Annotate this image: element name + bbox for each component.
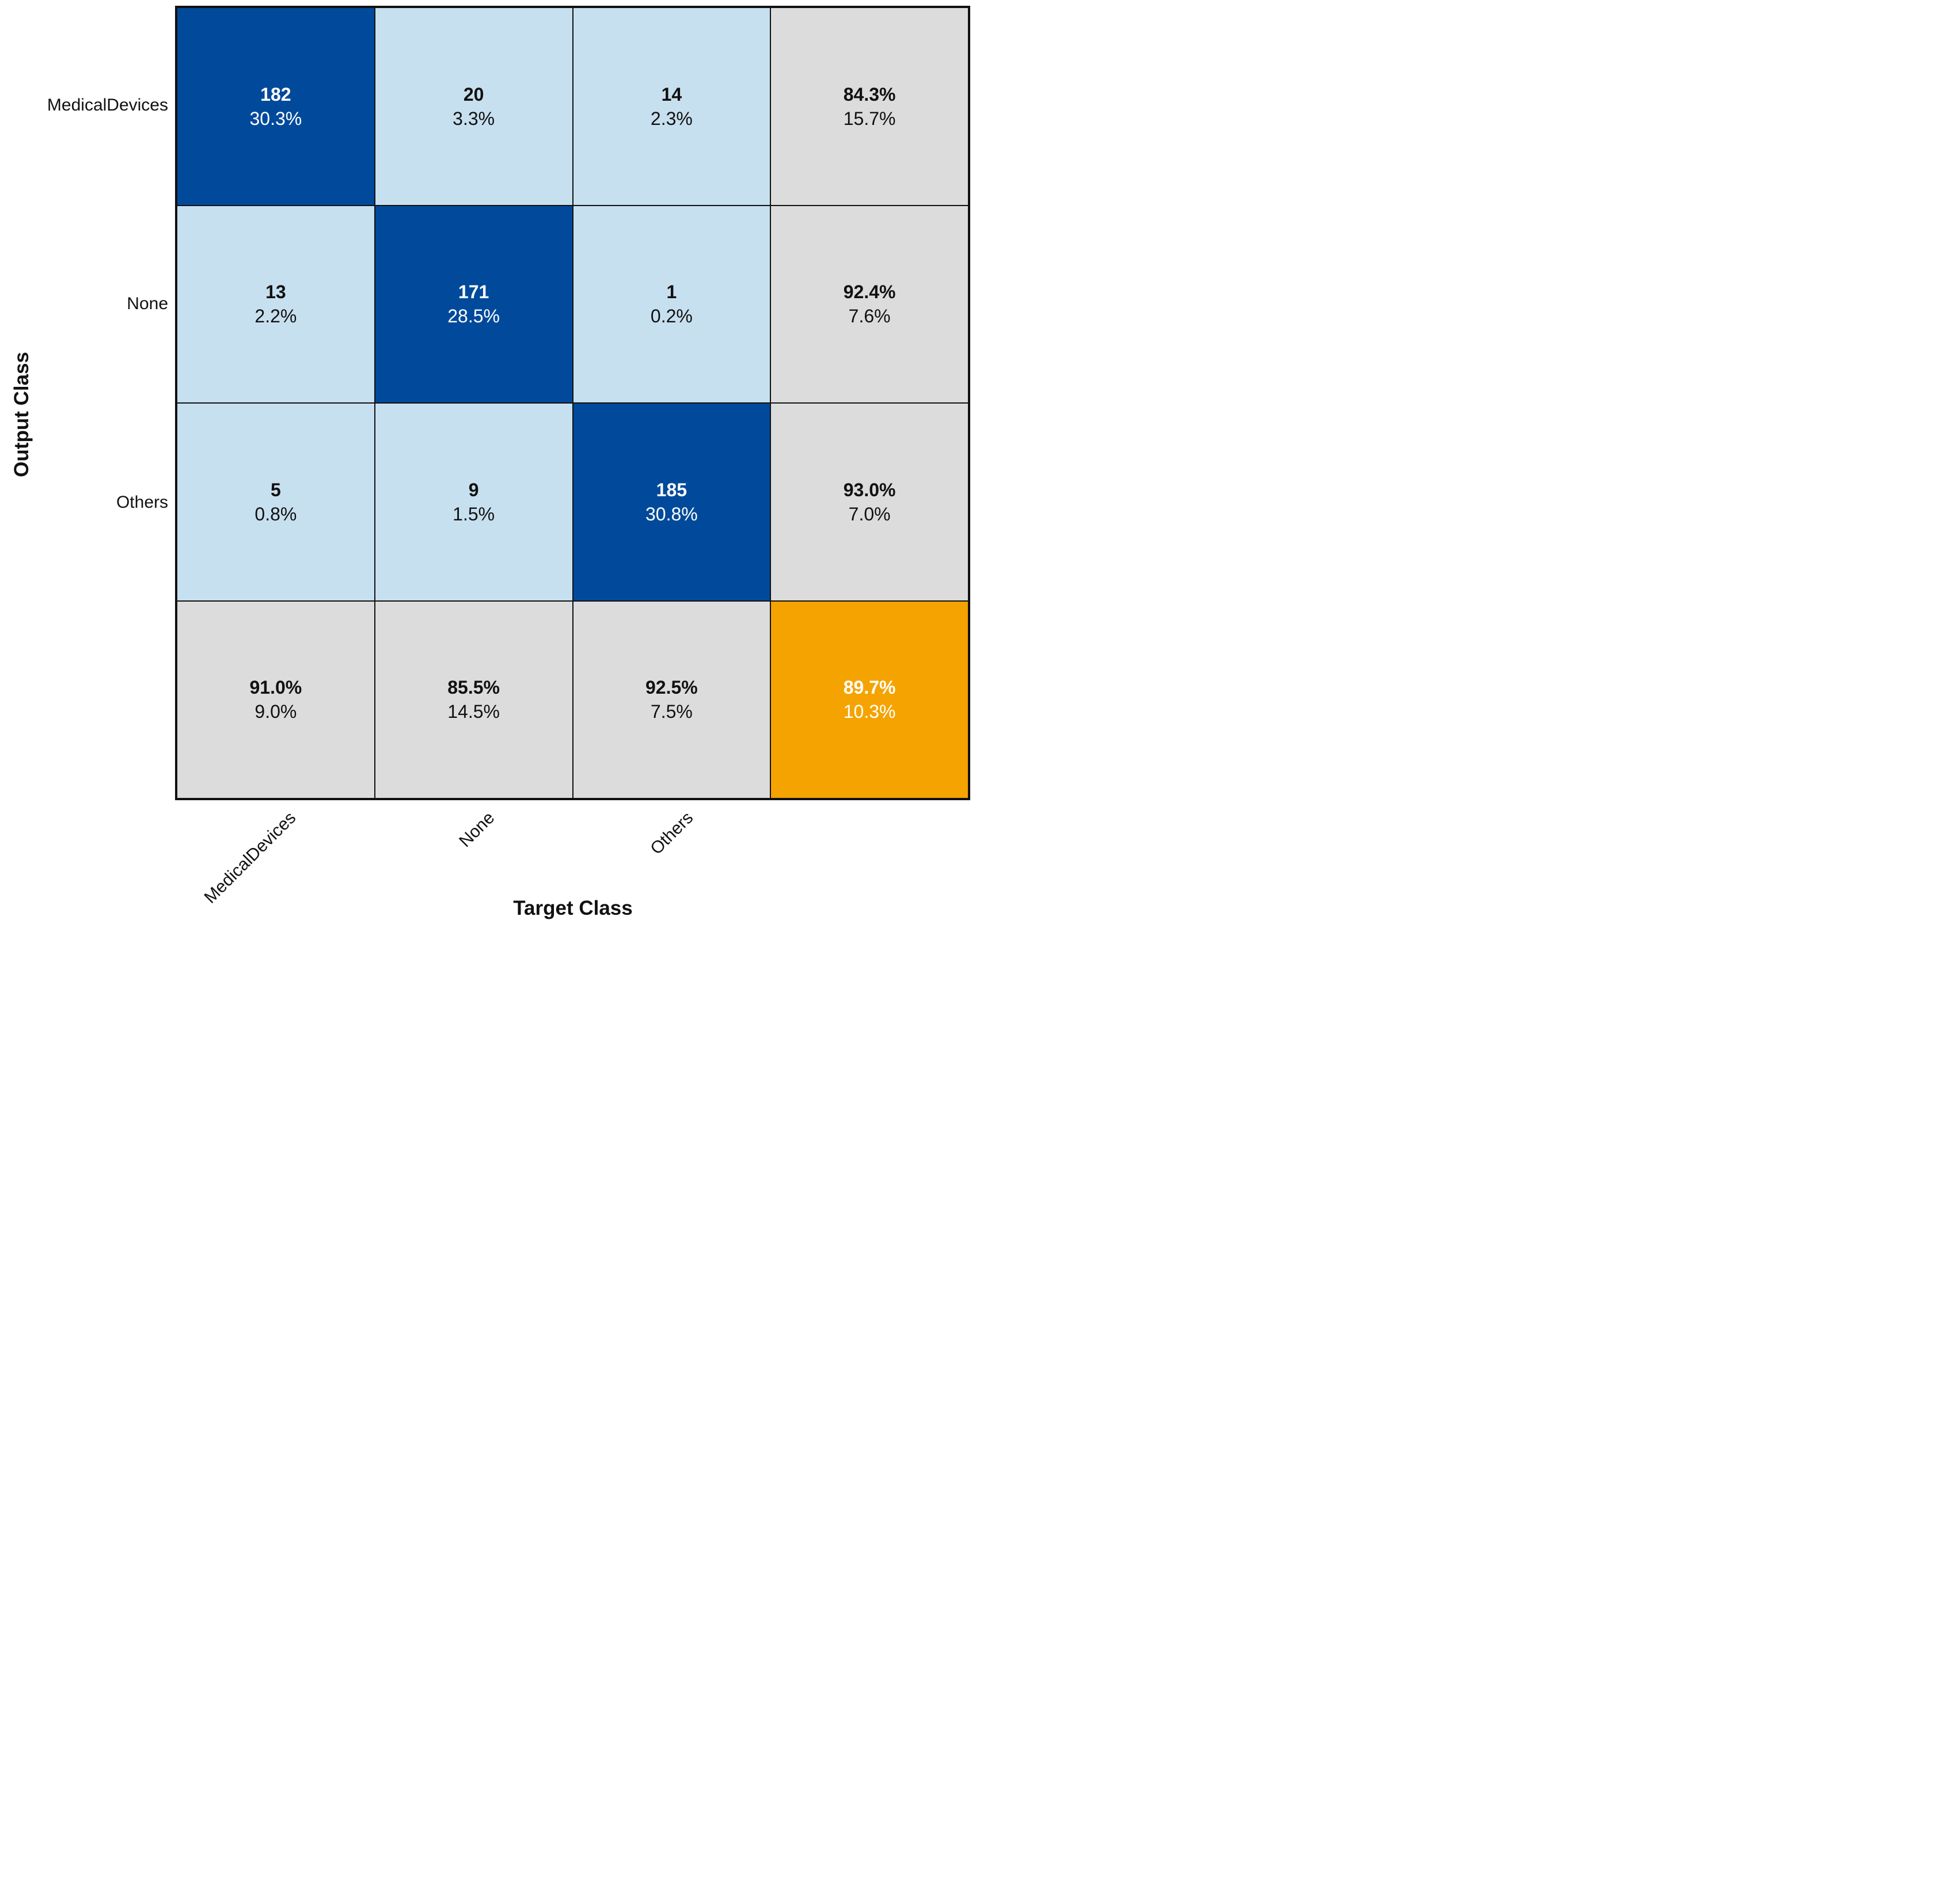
- matrix-cell-r3c2-col-summary: 92.5% 7.5%: [573, 601, 770, 798]
- cell-percent: 2.2%: [255, 306, 297, 327]
- cell-percent: 0.8%: [255, 503, 297, 524]
- matrix-cell-r3c0-col-summary: 91.0% 9.0%: [177, 601, 374, 798]
- cell-incorrect-pct: 7.5%: [650, 701, 693, 722]
- cell-count: 171: [458, 282, 489, 303]
- cell-incorrect-pct: 9.0%: [255, 701, 297, 722]
- cell-error-pct: 10.3%: [843, 701, 896, 722]
- confusion-matrix-figure: Output Class MedicalDevices None Others …: [0, 0, 980, 947]
- cell-percent: 2.3%: [650, 108, 693, 129]
- matrix-cell-r0c1: 20 3.3%: [375, 8, 572, 205]
- matrix-cell-r2c0: 5 0.8%: [177, 404, 374, 600]
- cell-count: 5: [270, 479, 281, 500]
- cell-correct-pct: 93.0%: [843, 479, 896, 500]
- cell-incorrect-pct: 7.6%: [848, 306, 891, 327]
- row-label-medicaldevices: MedicalDevices: [47, 96, 168, 115]
- row-label-others: Others: [116, 493, 168, 512]
- matrix-cell-r1c1: 171 28.5%: [375, 206, 572, 402]
- cell-percent: 28.5%: [447, 306, 500, 327]
- matrix-cell-r1c2: 1 0.2%: [573, 206, 770, 402]
- matrix-cell-r2c1: 9 1.5%: [375, 404, 572, 600]
- cell-percent: 30.3%: [249, 108, 302, 129]
- cell-incorrect-pct: 14.5%: [447, 701, 500, 722]
- matrix-cell-r1c0: 13 2.2%: [177, 206, 374, 402]
- row-label-none: None: [127, 294, 168, 313]
- cell-correct-pct: 84.3%: [843, 83, 896, 105]
- cell-count: 182: [260, 83, 291, 105]
- cell-incorrect-pct: 15.7%: [843, 108, 896, 129]
- matrix-cell-r2c3-row-summary: 93.0% 7.0%: [771, 404, 968, 600]
- matrix-grid: 182 30.3% 20 3.3% 14 2.3% 84.3% 15.7% 13…: [175, 6, 970, 800]
- cell-correct-pct: 91.0%: [249, 677, 302, 698]
- cell-count: 185: [656, 479, 687, 500]
- matrix-cell-r0c0: 182 30.3%: [177, 8, 374, 205]
- cell-percent: 30.8%: [645, 503, 698, 524]
- cell-count: 20: [463, 83, 484, 105]
- cell-count: 13: [265, 282, 286, 303]
- y-axis-title: Output Class: [10, 352, 33, 477]
- matrix-cell-r0c2: 14 2.3%: [573, 8, 770, 205]
- matrix-cell-r3c1-col-summary: 85.5% 14.5%: [375, 601, 572, 798]
- cell-percent: 1.5%: [453, 503, 495, 524]
- matrix-cell-r1c3-row-summary: 92.4% 7.6%: [771, 206, 968, 402]
- cell-count: 14: [661, 83, 682, 105]
- cell-correct-pct: 92.4%: [843, 282, 896, 303]
- cell-percent: 0.2%: [650, 306, 693, 327]
- matrix-cell-r2c2: 185 30.8%: [573, 404, 770, 600]
- cell-correct-pct: 92.5%: [645, 677, 698, 698]
- matrix-cell-r0c3-row-summary: 84.3% 15.7%: [771, 8, 968, 205]
- col-label-others: Others: [647, 808, 697, 858]
- cell-correct-pct: 85.5%: [447, 677, 500, 698]
- matrix-cell-r3c3-overall-accuracy: 89.7% 10.3%: [771, 601, 968, 798]
- cell-accuracy-pct: 89.7%: [843, 677, 896, 698]
- cell-count: 1: [666, 282, 677, 303]
- cell-count: 9: [468, 479, 479, 500]
- cell-percent: 3.3%: [453, 108, 495, 129]
- col-label-none: None: [455, 808, 499, 851]
- x-axis-title: Target Class: [513, 897, 633, 919]
- col-label-medicaldevices: MedicalDevices: [200, 808, 300, 907]
- cell-incorrect-pct: 7.0%: [848, 503, 891, 524]
